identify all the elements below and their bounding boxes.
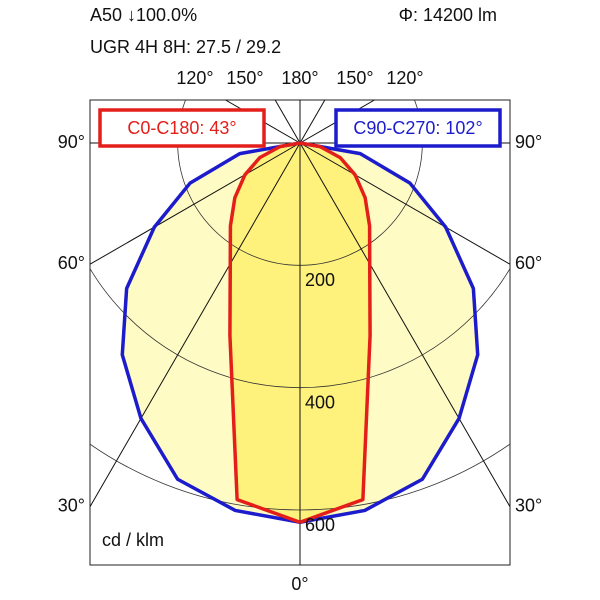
angle-label: 120°: [176, 68, 213, 88]
angle-line: [90, 142, 301, 265]
angle-label: 180°: [281, 68, 318, 88]
legend-label: C90-C270: 102°: [353, 118, 482, 138]
legend-box: [98, 108, 266, 148]
angle-label: 60°: [58, 253, 85, 273]
r-tick-label: 600: [305, 515, 335, 535]
legend-box: [334, 108, 502, 148]
unit-label: cd / klm: [102, 530, 164, 550]
area-fill: [300, 143, 371, 523]
angle-label: 30°: [58, 495, 85, 515]
angle-label: 90°: [58, 132, 85, 152]
area-fill: [229, 143, 300, 523]
angle-line: [299, 100, 326, 144]
header-text: A50 ↓100.0%: [90, 5, 197, 25]
angle-label: 30°: [515, 495, 542, 515]
angle-line: [274, 100, 301, 144]
angle-label: 150°: [226, 68, 263, 88]
legend-label: C0-C180: 43°: [127, 118, 236, 138]
curve: [299, 141, 480, 524]
angle-line: [299, 142, 510, 265]
header-text: UGR 4H 8H: 27.5 / 29.2: [90, 37, 281, 57]
curve: [228, 141, 301, 524]
r-tick-label: 400: [305, 392, 335, 412]
angle-line: [90, 142, 301, 507]
r-tick-label: 200: [305, 270, 335, 290]
angle-label: 120°: [386, 68, 423, 88]
angle-label: 60°: [515, 253, 542, 273]
curve: [299, 141, 372, 524]
angle-label: 90°: [515, 132, 542, 152]
header-text: Φ: 14200 lm: [399, 5, 497, 25]
angle-label: 0°: [291, 574, 308, 594]
angle-line: [299, 142, 510, 507]
angle-label: 150°: [336, 68, 373, 88]
curve: [120, 141, 301, 524]
